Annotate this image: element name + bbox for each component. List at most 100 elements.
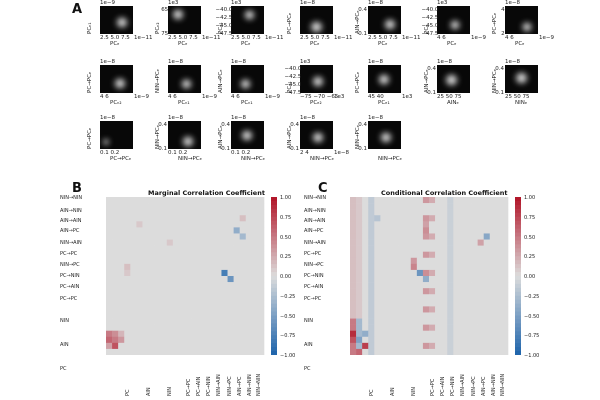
heat-cell	[209, 312, 216, 319]
heat-cell	[154, 233, 161, 240]
heat-cell	[154, 239, 161, 246]
heat-cell	[416, 227, 424, 234]
scatter-tile	[300, 121, 333, 149]
heat-cell	[422, 209, 430, 216]
heat-cell	[386, 227, 393, 234]
tile-y-tick: 0.4	[358, 7, 368, 13]
heat-cell	[251, 300, 259, 307]
heat-cell	[233, 294, 240, 301]
heat-cell	[404, 215, 412, 222]
scatter-tile	[100, 65, 133, 93]
heat-cell	[118, 300, 125, 307]
heat-cell	[160, 300, 168, 307]
heat-cell	[422, 269, 430, 277]
tile-exponent-top: 1e−8	[100, 59, 115, 65]
heat-cell	[130, 197, 137, 204]
heat-cell	[483, 269, 491, 277]
heat-cell	[483, 300, 491, 307]
heat-cell	[130, 215, 137, 222]
heat-cell	[215, 263, 222, 271]
colorbar-step	[271, 260, 277, 265]
heat-cell	[142, 300, 149, 307]
heat-cell	[459, 209, 466, 216]
heat-cell	[489, 342, 497, 350]
tile-x-ticks: 4 6	[437, 35, 446, 41]
heatmap-row-label: AIN→AIN	[304, 218, 326, 224]
heat-cell	[471, 282, 478, 289]
heat-cell	[404, 336, 412, 344]
heat-cell	[441, 282, 448, 289]
heat-cell	[197, 336, 204, 344]
heat-cell	[142, 239, 149, 246]
heat-cell	[142, 257, 149, 265]
heat-cell	[459, 342, 466, 350]
heat-cell	[410, 276, 418, 283]
colorbar-step	[271, 279, 277, 285]
heat-cell	[447, 300, 454, 307]
heat-cell	[362, 227, 369, 234]
heat-cell	[191, 294, 198, 301]
heat-cell	[124, 233, 131, 240]
density-glow	[513, 71, 529, 84]
colorbar-step	[271, 248, 277, 253]
heatmap-col-label: AIN→PC	[481, 376, 487, 396]
heat-cell	[453, 342, 460, 350]
heat-cell	[209, 239, 216, 246]
heat-cell	[106, 330, 113, 338]
heat-cell	[209, 318, 216, 325]
tile-y-tick: −47.5	[215, 31, 233, 37]
heat-cell	[501, 276, 509, 283]
heat-cell	[459, 318, 466, 325]
heat-cell	[368, 221, 375, 228]
heat-cell	[398, 245, 405, 252]
heat-cell	[124, 288, 131, 295]
heat-cell	[112, 257, 119, 265]
heat-cell	[106, 269, 113, 277]
tile-y-tick: 0.1	[427, 90, 437, 96]
heat-cell	[410, 233, 418, 240]
heat-cell	[380, 245, 387, 252]
heat-cell	[221, 348, 228, 355]
heat-cell	[495, 245, 503, 252]
heat-cell	[441, 239, 448, 246]
heatmap-row-label: AIN→NIN	[60, 208, 82, 214]
heat-cell	[374, 336, 381, 344]
panel-letter-a: A	[72, 2, 83, 17]
heat-cell	[148, 251, 155, 259]
tile-x-label: PCₑ	[447, 41, 457, 47]
heat-cell	[130, 318, 137, 325]
heat-cell	[471, 312, 478, 319]
tile-x-ticks: 2.5 5.0 7.5	[168, 35, 198, 41]
heat-cell	[215, 336, 222, 344]
density-glow	[113, 78, 127, 90]
heat-cell	[221, 203, 228, 210]
heat-cell	[495, 227, 503, 234]
heat-cell	[501, 209, 509, 216]
heat-cell	[410, 257, 418, 265]
colorbar-step	[271, 299, 277, 305]
heat-cell	[459, 324, 466, 331]
heat-cell	[203, 282, 210, 289]
heat-cell	[429, 288, 436, 295]
heat-cell	[251, 251, 259, 259]
heat-cell	[160, 215, 168, 222]
heat-cell	[471, 342, 478, 350]
heat-cell	[245, 300, 253, 307]
heat-cell	[368, 312, 375, 319]
heat-cell	[221, 239, 228, 246]
tile-exponent-top: 1e−9	[100, 0, 115, 6]
heat-cell	[197, 227, 204, 234]
heat-cell	[374, 251, 381, 259]
heat-cell	[172, 251, 180, 259]
density-glow	[308, 20, 324, 33]
heat-cell	[350, 221, 357, 228]
heat-cell	[435, 239, 442, 246]
heat-cell	[422, 276, 430, 283]
heat-cell	[453, 282, 460, 289]
heat-cell	[429, 330, 436, 338]
colorbar-step	[515, 339, 521, 344]
heat-cell	[489, 257, 497, 265]
heat-cell	[130, 251, 137, 259]
heat-cell	[501, 251, 509, 259]
heat-cell	[178, 300, 186, 307]
